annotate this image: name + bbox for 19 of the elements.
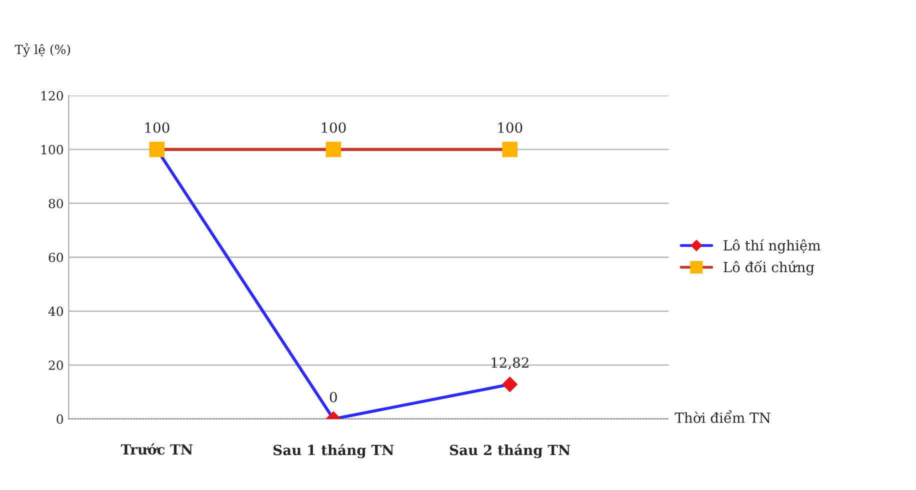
y-tick-label: 60 [48,252,64,262]
y-tick-label: 80 [48,198,64,208]
data-label: 100 [322,122,346,133]
legend-label: Lô đối chứng [724,260,814,276]
data-label: 100 [498,122,522,133]
legend-label: Lô thí nghiệm [724,239,820,254]
x-tick-label: Sau 1 tháng TN [273,444,394,458]
x-tick-label: Trước TN [120,443,193,455]
x-axis-title: Thời điểm TN [674,410,770,423]
x-tick-label: Sau 2 tháng TN [450,444,570,458]
data-label: 12,82 [492,357,528,370]
data-label: 0 [330,392,337,402]
data-label: 100 [145,122,170,133]
y-axis-title: Tỷ lệ (%) [14,43,70,57]
y-tick-label: 40 [48,306,64,316]
y-tick-label: 0 [56,414,64,424]
y-tick-label: 20 [48,360,64,370]
y-tick-label: 120 [42,91,64,100]
y-tick-label: 100 [42,144,64,154]
